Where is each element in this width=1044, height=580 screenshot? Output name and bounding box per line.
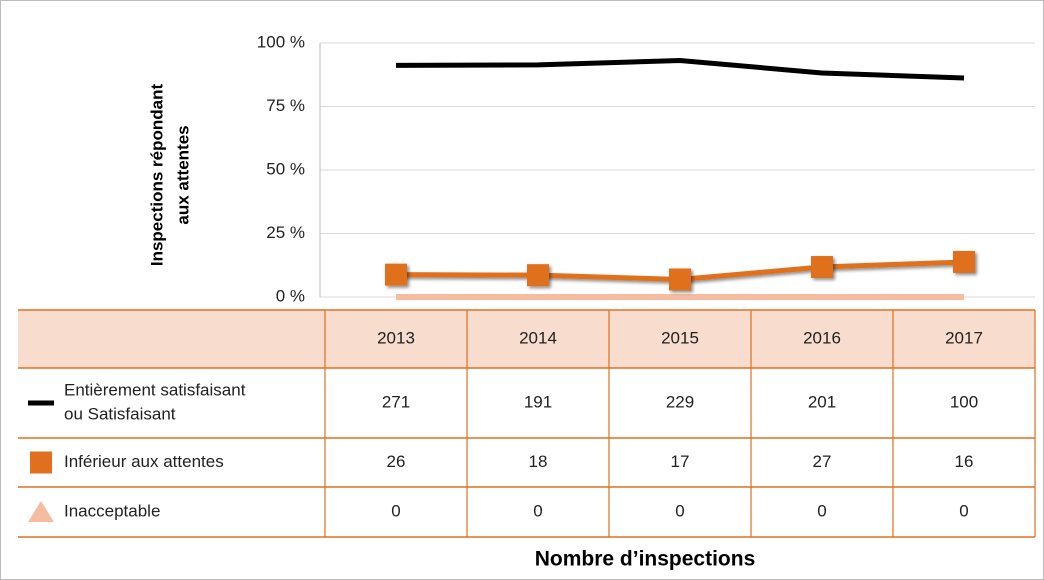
marker [385,263,407,286]
table-cell: 271 [382,392,410,411]
y-tick-label: 50 % [266,159,305,178]
x-axis-title: Nombre d’inspections [535,548,756,571]
x-tick-label: 2014 [519,328,557,347]
x-tick-label: 2015 [661,328,699,347]
table-cell: 0 [675,501,684,520]
x-tick-label: 2017 [945,328,983,347]
y-tick-label: 75 % [266,96,305,115]
legend-swatch [28,501,54,522]
table-cell: 17 [671,452,690,471]
y-axis-title: aux attentes [173,125,192,224]
table-cell: 191 [524,392,552,411]
table-cell: 100 [950,392,978,411]
legend-label: Entièrement satisfaisant [64,380,246,399]
legend-label: Inacceptable [64,501,160,520]
x-tick-label: 2016 [803,328,841,347]
table-cell: 27 [813,452,832,471]
table-cell: 0 [533,501,542,520]
y-tick-label: 25 % [266,223,305,242]
marker [811,256,833,279]
y-axis-title: Inspections répondant [147,84,166,267]
y-tick-label: 0 % [276,286,305,305]
table-cell: 18 [529,452,548,471]
marker [669,268,691,291]
table-cell: 26 [387,452,406,471]
table-cell: 229 [666,392,694,411]
marker [527,264,549,287]
y-tick-label: 100 % [257,32,305,51]
table-cell: 16 [955,452,974,471]
legend-label: ou Satisfaisant [64,404,176,423]
x-tick-label: 2013 [377,328,415,347]
table-cell: 0 [959,501,968,520]
table-cell: 0 [391,501,400,520]
legend-swatch [30,451,52,474]
series-line [395,58,965,81]
table-cell: 0 [817,501,826,520]
table-cell: 201 [808,392,836,411]
legend-label: Inférieur aux attentes [64,452,224,471]
marker [953,250,975,273]
table-header-bg [18,310,1035,368]
